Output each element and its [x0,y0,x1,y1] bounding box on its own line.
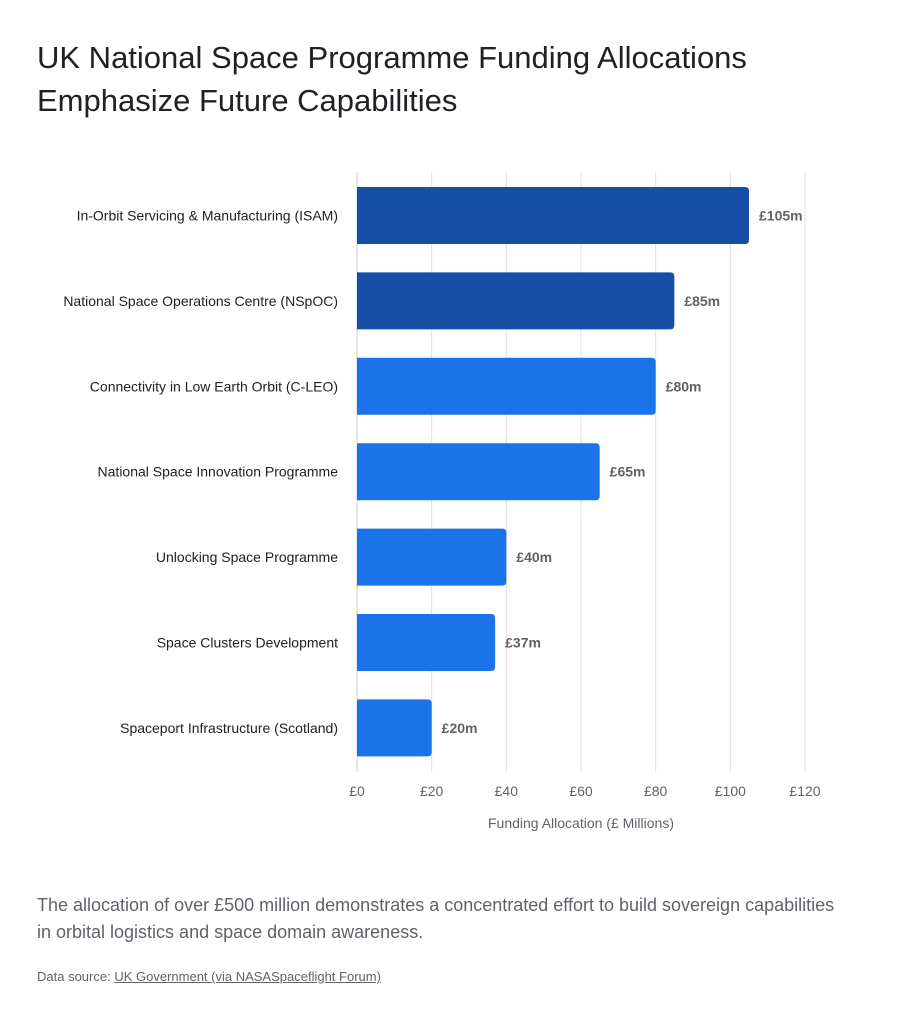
bar [357,272,675,330]
bar [357,443,600,501]
bar-chart: In-Orbit Servicing & Manufacturing (ISAM… [63,172,821,831]
category-label: In-Orbit Servicing & Manufacturing (ISAM… [77,208,338,224]
x-tick-label: £20 [420,783,444,799]
x-tick-label: £0 [349,783,365,799]
bar [357,699,432,757]
x-tick-labels: £0 £20 £40 £60 £80 £100 £120 [349,783,821,799]
category-label: Spaceport Infrastructure (Scotland) [120,720,338,736]
category-label: Space Clusters Development [157,635,338,651]
category-label: Connectivity in Low Earth Orbit (C-LEO) [90,378,338,394]
category-label: Unlocking Space Programme [156,549,338,565]
value-label: £20m [442,720,478,736]
x-axis-label: Funding Allocation (£ Millions) [488,815,674,831]
chart-title: UK National Space Programme Funding Allo… [37,40,747,118]
category-labels: In-Orbit Servicing & Manufacturing (ISAM… [63,208,338,736]
x-tick-label: £80 [644,783,668,799]
value-label: £105m [759,208,803,224]
category-label: National Space Innovation Programme [98,464,339,480]
value-label: £37m [505,635,541,651]
data-source: Data source: UK Government (via NASASpac… [37,969,381,984]
x-tick-label: £40 [495,783,519,799]
category-label: National Space Operations Centre (NSpOC) [63,293,338,309]
data-source-prefix: Data source: [37,969,115,984]
x-tick-label: £120 [789,783,820,799]
data-source-link[interactable]: UK Government (via NASASpaceflight Forum… [114,969,381,984]
value-label: £80m [666,378,702,394]
bar [357,357,656,415]
value-label: £65m [610,464,646,480]
chart-caption: The allocation of over £500 million demo… [37,895,835,942]
x-tick-label: £100 [715,783,746,799]
value-labels: £105m £85m £80m £65m £40m £37m £20m [442,208,803,736]
value-label: £40m [516,549,552,565]
bar [357,187,749,244]
value-label: £85m [684,293,720,309]
bars [357,187,749,757]
bar [357,614,496,671]
bar [357,528,507,586]
x-tick-label: £60 [569,783,593,799]
